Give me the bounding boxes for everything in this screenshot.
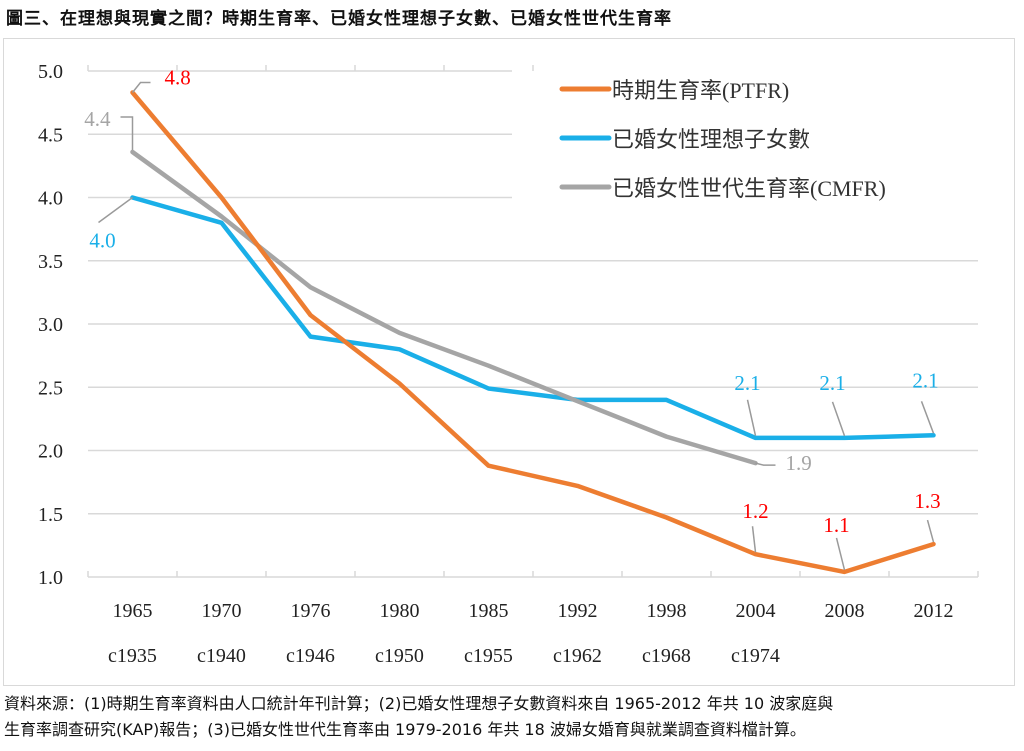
series-line-2: [130, 149, 758, 466]
legend-item: 已婚女性世代生育率(CMFR): [559, 176, 886, 201]
y-axis-ticks: 5.0 4.5 4.0 3.5 3.0 2.5 2.0 1.5 1.0: [38, 61, 63, 589]
y-tick-label: 4.0: [38, 188, 63, 210]
y-tick-label: 4.5: [38, 124, 63, 146]
legend-label: 已婚女性世代生育率(CMFR): [612, 176, 886, 201]
y-tick-label: 3.5: [38, 251, 63, 273]
y-tick-label: 1.0: [38, 567, 63, 589]
label-leader-line: [755, 462, 776, 466]
data-label: 4.8: [165, 66, 191, 90]
x-tick-label: 2008: [825, 600, 865, 622]
series-line-1: [130, 195, 936, 441]
x-axis: 1965 1970 1976 1980 1985 1992 1998 2004 2008 2012…: [87, 65, 979, 667]
chart-frame: [3, 38, 1015, 686]
x-tick-label-cohort: c1962: [553, 645, 602, 667]
y-tick-label: 2.0: [38, 441, 63, 463]
x-tick-label-cohort: c1940: [197, 645, 246, 667]
label-leader-line: [120, 116, 134, 150]
series-lines: [130, 90, 936, 575]
legend-item: 時期生育率(PTFR): [559, 78, 789, 103]
source-note: 資料來源：(1)時期生育率資料由人口統計年刊計算；(2)已婚女性理想子女數資料來…: [4, 691, 833, 743]
x-tick-label: 1976: [291, 600, 331, 622]
data-label: 1.9: [786, 451, 812, 475]
data-label: 1.2: [742, 499, 768, 523]
data-label: 4.0: [89, 229, 115, 253]
x-tick-label: 1980: [380, 600, 420, 622]
label-leader-line: [835, 537, 846, 571]
legend-item: 已婚女性理想子女數: [559, 127, 810, 152]
label-leader-lines: [98, 81, 935, 571]
x-tick-label-cohort: c1946: [286, 645, 335, 667]
x-tick-label-cohort: c1968: [642, 645, 691, 667]
series-line-0: [130, 90, 936, 575]
data-label: 1.1: [823, 513, 849, 537]
label-leader-line: [926, 519, 935, 543]
data-label: 4.4: [84, 107, 111, 131]
source-note-line-2: 生育率調查研究(KAP)報告；(3)已婚女性世代生育率由 1979-2016 年…: [4, 720, 806, 739]
data-labels: 4.8 1.2 1.1 1.3 4.0 2.1 2.1 2.1 4.4 1.9: [84, 66, 940, 537]
y-tick-label: 2.5: [38, 377, 63, 399]
x-tick-label-cohort: c1935: [108, 645, 157, 667]
label-leader-line: [746, 399, 757, 437]
label-leader-line: [920, 401, 935, 434]
data-label: 2.1: [819, 371, 845, 395]
y-tick-label: 1.5: [38, 504, 63, 526]
source-note-line-1: 資料來源：(1)時期生育率資料由人口統計年刊計算；(2)已婚女性理想子女數資料來…: [4, 694, 834, 713]
gridlines: [88, 70, 978, 515]
data-label: 1.3: [914, 489, 940, 513]
x-tick-label: 1998: [647, 600, 687, 622]
label-leader-line: [98, 196, 133, 224]
data-label: 2.1: [734, 371, 760, 395]
x-tick-label-cohort: c1955: [464, 645, 513, 667]
label-leader-line: [751, 526, 757, 553]
x-tick-label: 2004: [736, 600, 776, 622]
legend-label: 已婚女性理想子女數: [612, 127, 810, 152]
x-tick-label-cohort: c1950: [375, 645, 424, 667]
x-tick-label: 1985: [469, 600, 509, 622]
legend-label: 時期生育率(PTFR): [612, 78, 789, 103]
x-tick-label-cohort: c1974: [731, 645, 780, 667]
x-tick-label: 2012: [914, 600, 954, 622]
x-tick-label: 1965: [113, 600, 153, 622]
label-leader-line: [131, 81, 151, 93]
figure-title: 圖三、在理想與現實之間？時期生育率、已婚女性理想子女數、已婚女性世代生育率: [6, 9, 672, 29]
x-tick-label: 1970: [202, 600, 242, 622]
x-tick-label: 1992: [558, 600, 598, 622]
label-leader-line: [831, 401, 846, 437]
data-label: 2.1: [912, 368, 938, 392]
y-tick-label: 3.0: [38, 314, 63, 336]
y-tick-label: 5.0: [38, 61, 63, 83]
